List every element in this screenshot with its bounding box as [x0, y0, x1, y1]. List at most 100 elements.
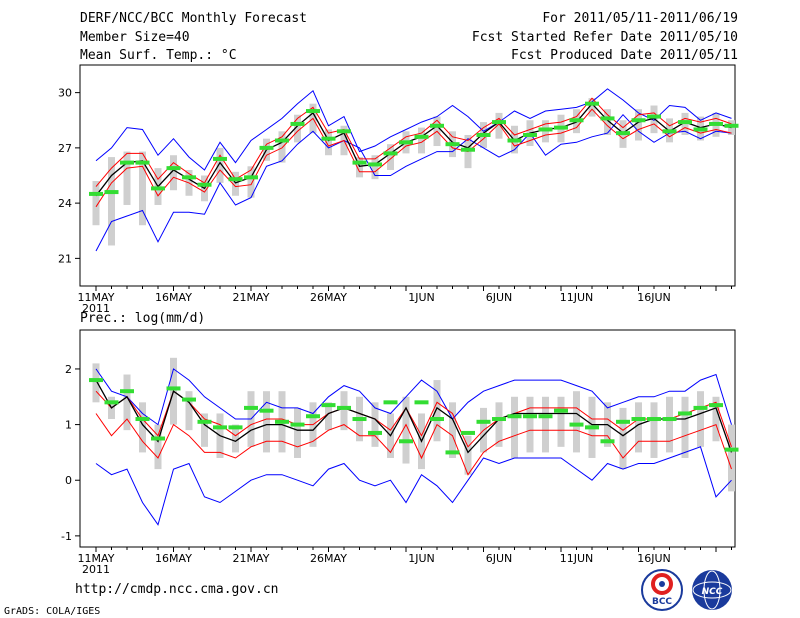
temp-marker [461, 147, 475, 152]
precip-marker [476, 419, 491, 424]
temp-xtick-label: 16JUN [637, 291, 671, 304]
temp-spread-box [588, 98, 596, 117]
temp-marker [275, 138, 289, 143]
precip-marker [724, 447, 739, 452]
precip-marker [228, 425, 243, 430]
precip-marker [306, 414, 320, 419]
temp-series-upper [95, 97, 732, 187]
precip-marker [631, 417, 646, 422]
precip-spread-box [635, 402, 642, 453]
temp-spread-box [325, 129, 332, 156]
bcc-logo: BCC [641, 569, 683, 611]
temp-marker [182, 175, 196, 180]
precip-spread-box [325, 402, 332, 431]
temp-marker [523, 132, 537, 137]
temp-spread-box [232, 171, 239, 196]
precip-marker [585, 425, 599, 430]
precip-marker [244, 405, 258, 410]
temp-marker [414, 134, 429, 139]
precip-series-max [95, 368, 732, 426]
precip-marker [461, 430, 475, 435]
temp-marker [337, 129, 351, 134]
precip-xtick-label: 11JUN [560, 552, 594, 565]
precip-marker [538, 414, 553, 419]
produced-date: Fcst Produced Date 2011/05/11 [511, 48, 738, 63]
precip-spread-box [371, 402, 379, 447]
precip-spread-box [681, 396, 689, 458]
started-refer-date: Fcst Started Refer Date 2011/05/10 [471, 30, 738, 45]
precip-spread-box [650, 402, 658, 458]
temp-marker [151, 186, 165, 191]
temp-marker [368, 162, 382, 167]
temp-marker [399, 140, 413, 145]
temp-spread-box [418, 127, 425, 154]
forecast-period: For 2011/05/11-2011/06/19 [542, 11, 738, 26]
temp-marker [352, 160, 367, 165]
precip-marker [693, 405, 708, 410]
temp-spread-box [635, 109, 642, 141]
precip-marker [678, 411, 692, 416]
precip-spread-box [263, 391, 270, 453]
temp-marker [678, 120, 692, 125]
member-size-label: Member Size=40 [80, 30, 190, 45]
grads-credit: GrADS: COLA/IGES [4, 606, 101, 617]
precip-spread-box [92, 363, 100, 403]
precip-spread-box [201, 413, 208, 447]
precip-spread-box [464, 435, 472, 475]
precip-spread-box [232, 424, 239, 453]
temp-spread-box [139, 151, 146, 226]
temp-spread-box [371, 155, 379, 180]
precip-xtick-label: 16MAY [155, 552, 192, 565]
precip-xtick-label: 1JUN [408, 552, 435, 565]
temp-marker [135, 160, 150, 165]
temp-marker [616, 131, 630, 136]
temp-marker [259, 145, 274, 150]
temp-marker [476, 132, 491, 137]
precip-marker [151, 436, 165, 441]
temp-ytick-label: 21 [58, 252, 72, 265]
temp-spread-box [604, 109, 611, 135]
precip-ytick-label: -1 [61, 530, 72, 543]
temp-marker [724, 123, 739, 128]
precip-spread-box [123, 374, 131, 431]
precip-marker [523, 414, 537, 419]
precip-marker [383, 400, 398, 405]
ncc-logo: NCC [692, 570, 732, 610]
precip-marker [647, 417, 661, 422]
source-url[interactable]: http://cmdp.ncc.cma.gov.cn [75, 582, 279, 597]
precip-ytick-label: 0 [65, 474, 72, 487]
precip-marker [492, 417, 506, 422]
precip-marker [352, 417, 367, 422]
temp-marker [554, 125, 568, 130]
precip-marker [368, 430, 382, 435]
precip-marker [166, 386, 181, 391]
precip-spread-box [619, 407, 627, 470]
precip-marker [414, 400, 429, 405]
ncc-logo-text: NCC [702, 587, 723, 597]
temp-marker [538, 127, 553, 132]
precip-series-lower [95, 413, 732, 476]
temp-spread-box [216, 147, 224, 183]
logos: BCC NCC [641, 569, 732, 611]
precip-marker [616, 419, 630, 424]
precip-ytick-label: 2 [65, 363, 72, 376]
precip-marker [275, 419, 289, 424]
precip-spread-box [666, 396, 673, 453]
temp-spread-box [123, 151, 131, 205]
precip-marker [104, 400, 119, 405]
precip-xtick-year: 2011 [82, 563, 110, 576]
precip-spread-box [542, 396, 549, 453]
precip-xtick-label: 21MAY [233, 552, 270, 565]
precip-marker [213, 425, 227, 430]
temp-xtick-label: 16MAY [155, 291, 192, 304]
temp-xtick-label: 1JUN [408, 291, 435, 304]
temp-marker [213, 156, 227, 161]
temp-marker [585, 101, 599, 106]
temp-xtick-label: 11JUN [560, 291, 594, 304]
temp-marker [321, 136, 336, 141]
temp-ytick-label: 27 [58, 142, 72, 155]
temp-marker [430, 123, 444, 128]
temp-marker [89, 191, 103, 196]
